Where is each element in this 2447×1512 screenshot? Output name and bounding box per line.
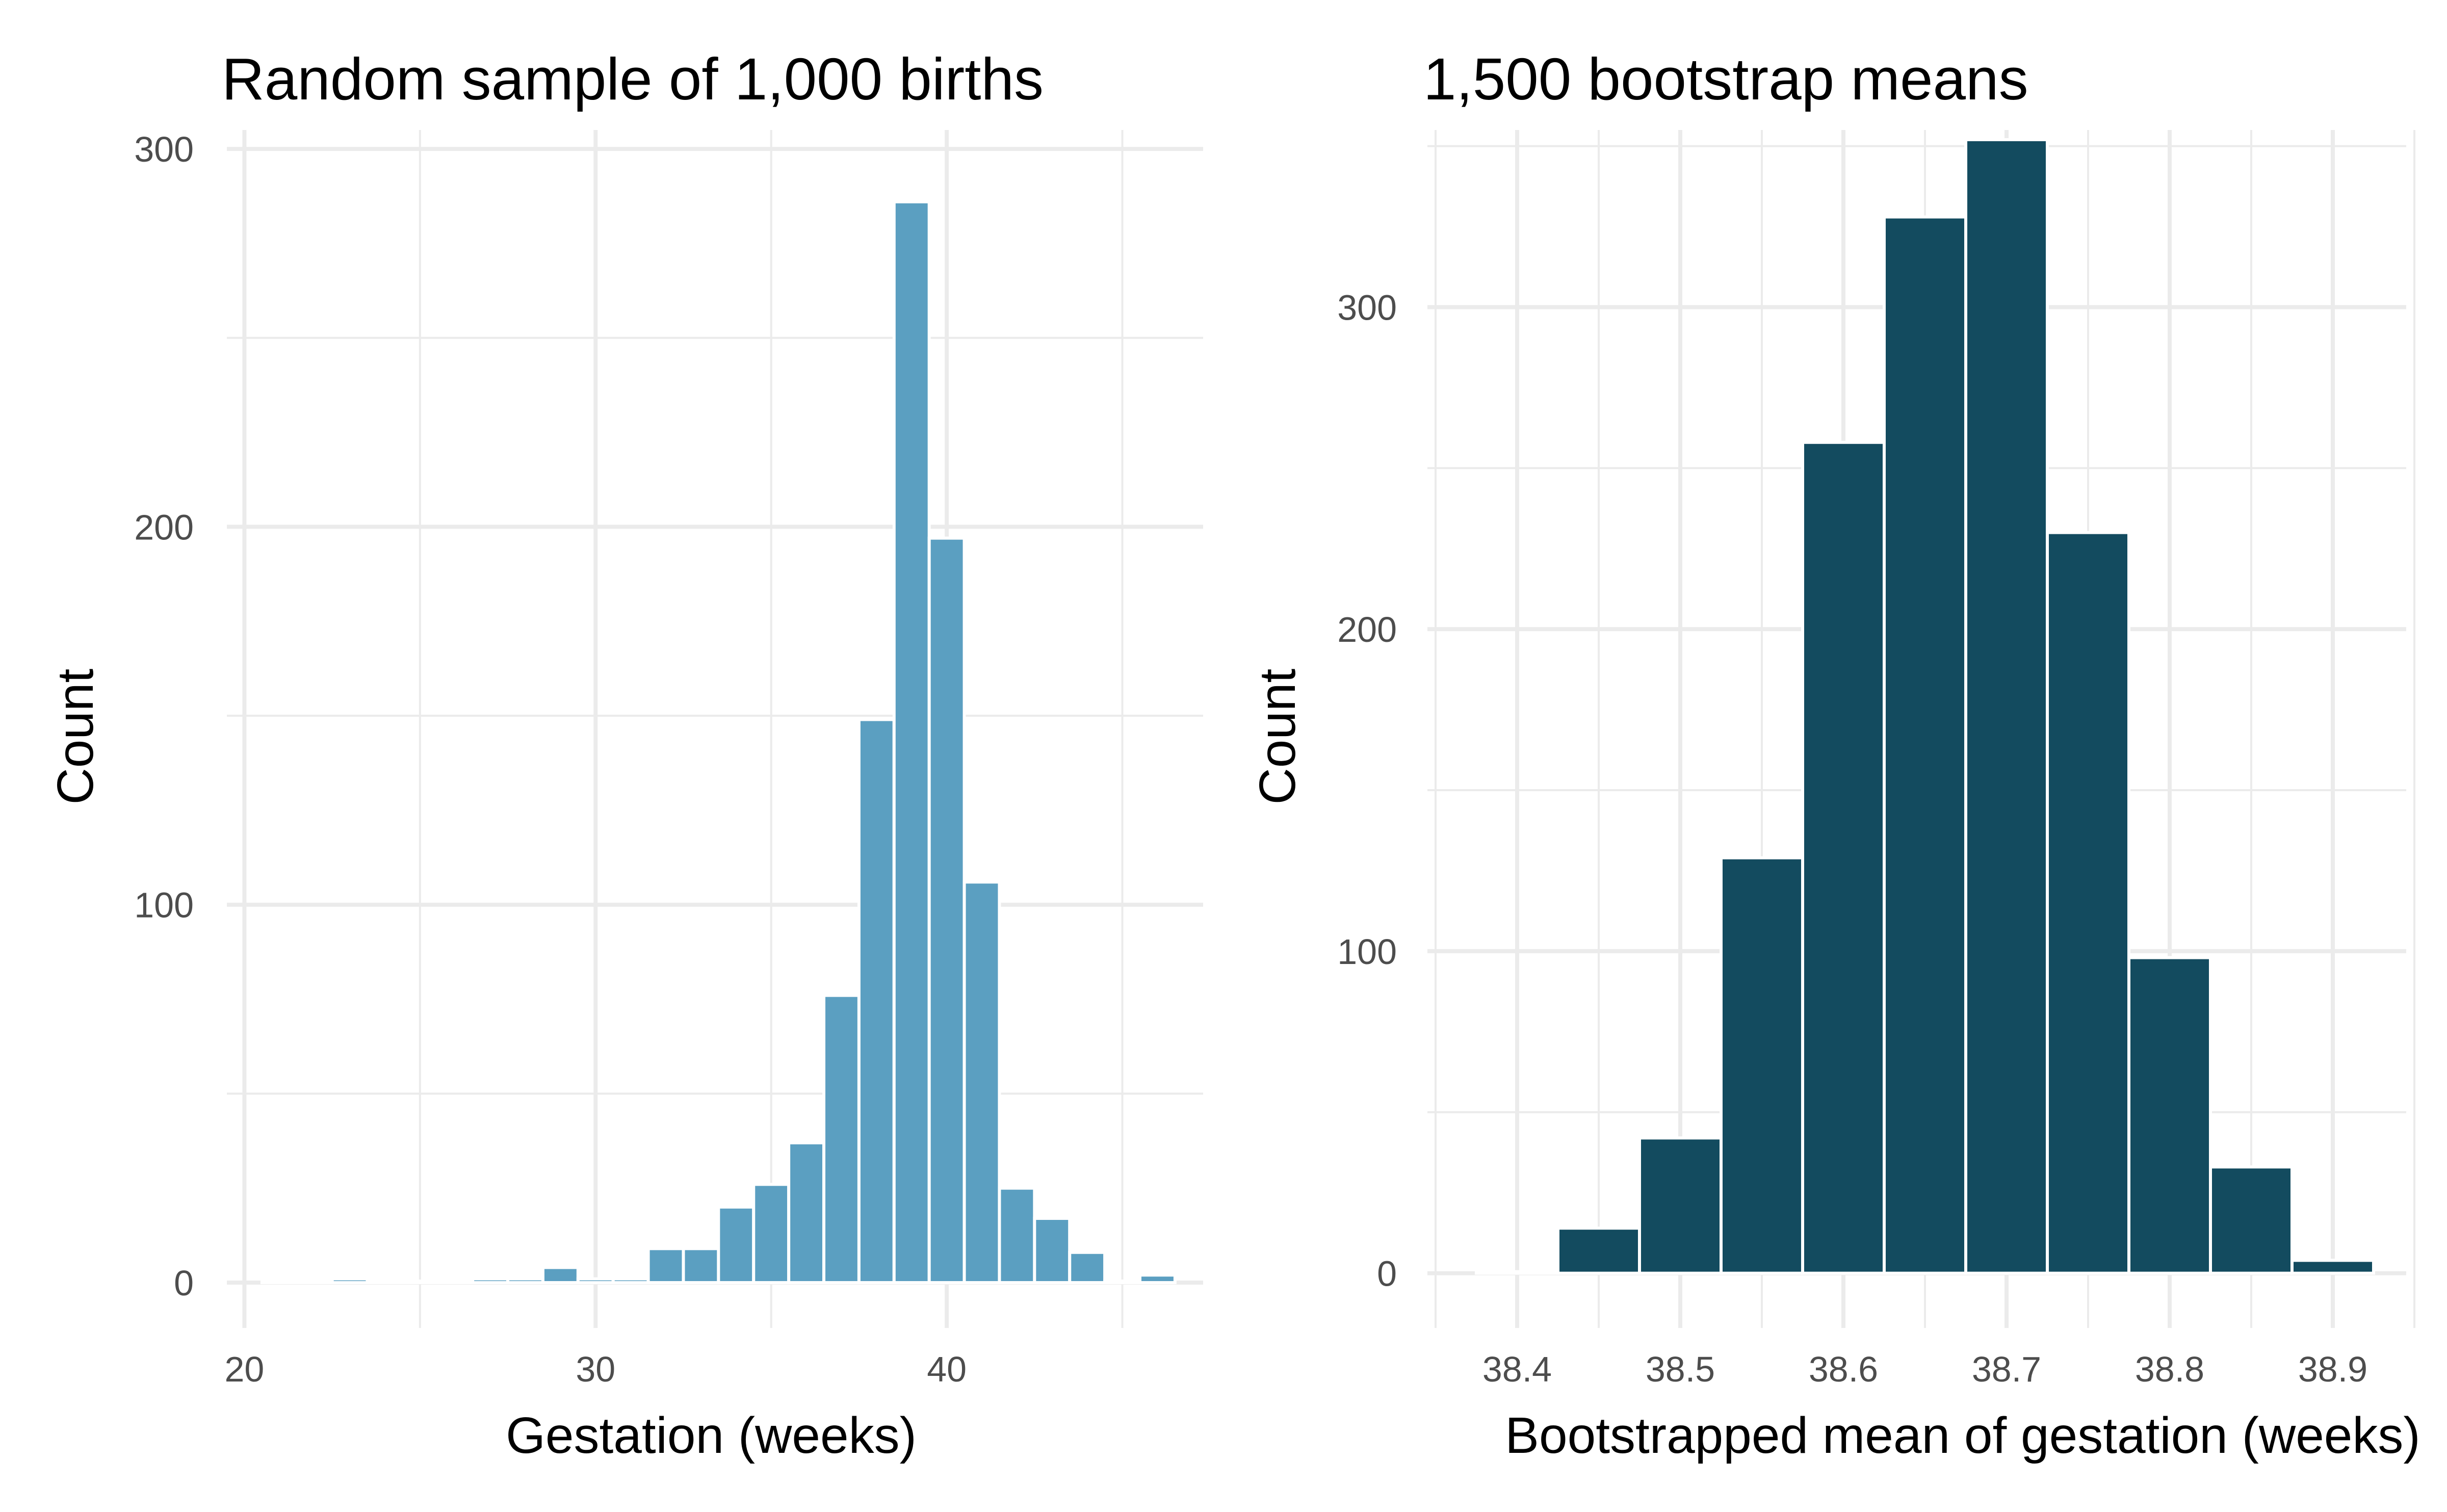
births-bar	[682, 1247, 720, 1285]
bootstrap-y-tick-label: 100	[1337, 932, 1397, 972]
births-x-tick-labels: 20 30 40	[225, 1349, 967, 1389]
births-bar	[787, 1141, 826, 1285]
births-bar	[1138, 1273, 1177, 1285]
births-bar	[366, 1280, 404, 1285]
births-bar	[295, 1280, 334, 1285]
bootstrap-bar	[1964, 138, 2049, 1275]
bootstrap-y-axis-label: Count	[1249, 668, 1306, 804]
bootstrap-histogram-panel: 38.4 38.5 38.6 38.7 38.8 38.9 0 100 200 300 1,50…	[1249, 46, 2420, 1464]
bootstrap-bar	[1638, 1136, 1723, 1275]
births-bar	[260, 1280, 299, 1285]
bootstrap-bar	[2209, 1165, 2294, 1275]
bootstrap-y-tick-label: 0	[1377, 1254, 1397, 1294]
births-bar	[646, 1247, 685, 1285]
bootstrap-bars	[1475, 138, 2375, 1275]
bootstrap-x-tick-label: 38.9	[2298, 1349, 2367, 1389]
bootstrap-y-tick-labels: 0 100 200 300	[1337, 288, 1397, 1293]
births-y-tick-label: 300	[134, 129, 194, 169]
bootstrap-x-axis-label: Bootstrapped mean of gestation (weeks)	[1505, 1407, 2420, 1464]
births-bar	[998, 1186, 1036, 1285]
births-bar	[401, 1280, 439, 1285]
births-bar	[1033, 1217, 1072, 1285]
births-chart-title: Random sample of 1,000 births	[222, 46, 1044, 112]
births-bar	[857, 718, 896, 1285]
bootstrap-bar	[1556, 1227, 1641, 1275]
births-bar	[1103, 1280, 1142, 1285]
births-bar	[471, 1277, 510, 1285]
births-y-tick-label: 0	[174, 1263, 194, 1303]
bootstrap-bar	[2290, 1259, 2375, 1275]
births-x-tick-label: 40	[927, 1349, 967, 1389]
bootstrap-y-tick-label: 200	[1337, 610, 1397, 649]
bootstrap-bar	[1801, 440, 1886, 1275]
bootstrap-bar	[1720, 856, 1804, 1275]
births-bar	[752, 1183, 791, 1285]
bootstrap-chart-title: 1,500 bootstrap means	[1423, 46, 2028, 112]
bootstrap-x-tick-label: 38.6	[1809, 1349, 1878, 1389]
births-y-tick-labels: 0 100 200 300	[134, 129, 194, 1303]
births-x-tick-label: 20	[225, 1349, 265, 1389]
births-bar	[506, 1277, 544, 1285]
bootstrap-x-tick-label: 38.8	[2135, 1349, 2204, 1389]
bootstrap-x-tick-label: 38.4	[1482, 1349, 1552, 1389]
births-bar	[962, 880, 1001, 1285]
bootstrap-bar	[1475, 1270, 1559, 1275]
births-bar	[927, 536, 966, 1285]
bootstrap-x-tick-labels: 38.4 38.5 38.6 38.7 38.8 38.9	[1482, 1349, 2367, 1389]
births-bar	[330, 1277, 369, 1285]
bootstrap-bar	[2127, 956, 2212, 1275]
bootstrap-y-tick-label: 300	[1337, 288, 1397, 327]
bootstrap-bar	[1883, 215, 1967, 1275]
births-bar	[576, 1277, 615, 1285]
births-bar	[436, 1280, 475, 1285]
births-y-tick-label: 200	[134, 507, 194, 547]
births-bar	[822, 994, 861, 1285]
births-y-axis-label: Count	[47, 668, 104, 804]
bootstrap-x-tick-label: 38.5	[1646, 1349, 1715, 1389]
births-y-tick-label: 100	[134, 885, 194, 925]
births-histogram-panel: 20 30 40 0 100 200 300 Random sample of 1,000…	[47, 46, 1203, 1464]
births-x-tick-label: 30	[576, 1349, 615, 1389]
births-bar	[611, 1277, 650, 1285]
births-bar	[1068, 1250, 1107, 1285]
births-bar	[892, 200, 931, 1285]
bootstrap-bar	[2046, 531, 2130, 1275]
births-bars	[260, 200, 1177, 1285]
bootstrap-x-tick-label: 38.7	[1972, 1349, 2041, 1389]
births-bar	[541, 1266, 580, 1285]
births-bar	[717, 1205, 756, 1285]
births-x-axis-label: Gestation (weeks)	[506, 1407, 917, 1464]
